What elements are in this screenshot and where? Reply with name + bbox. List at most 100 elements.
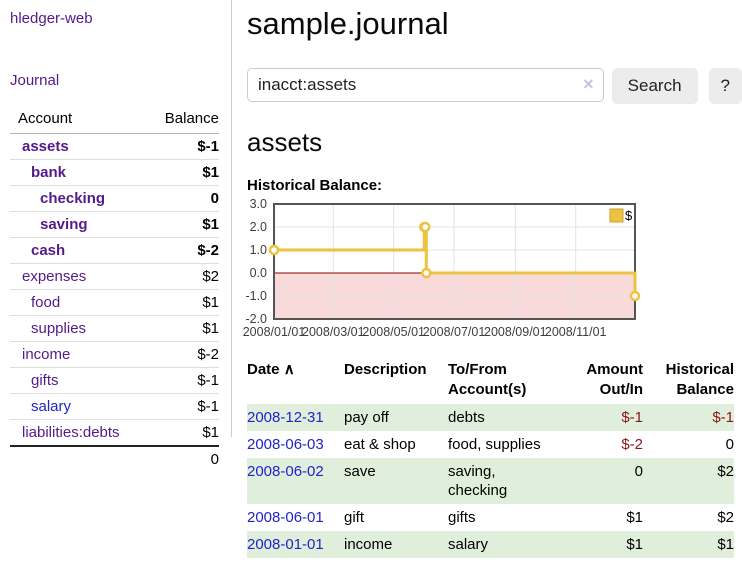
sidebar-account-link-food[interactable]: food	[31, 294, 61, 311]
account-row: bank $1	[10, 159, 219, 186]
sidebar-account-balance: $2	[149, 263, 219, 290]
sidebar-account-balance: $1	[149, 289, 219, 316]
sidebar-account-balance: $1	[149, 159, 219, 186]
transaction-date-link[interactable]: 2008-12-31	[247, 409, 324, 426]
register-row: 2008-01-01 income salary $1 $1	[247, 531, 734, 558]
app-title-link[interactable]: hledger-web	[10, 10, 93, 27]
register-amount-cell: 0	[583, 458, 643, 504]
sidebar-account-balance: $-1	[149, 393, 219, 420]
svg-text:1.0: 1.0	[250, 243, 267, 257]
register-balance-cell: 0	[725, 436, 734, 453]
register-balance-cell: $1	[643, 531, 734, 558]
account-row: cash $-2	[10, 237, 219, 264]
sidebar-account-link-liabilities-debts[interactable]: liabilities:debts	[22, 424, 120, 441]
register-description-cell: eat & shop	[344, 436, 416, 453]
balance-chart: $3.0 2.0 1.0 0.0 -1.0 -2.0 2008/01/01 2008/03/0…	[243, 197, 742, 339]
accounts-header-account: Account	[10, 107, 150, 134]
accounts-table: Account Balance assets $-1 bank $1 checking 0…	[10, 107, 219, 472]
sidebar-account-balance: $1	[149, 419, 219, 446]
accounts-table-body: assets $-1 bank $1 checking 0 saving $1 cash $-2 e…	[10, 134, 219, 446]
search-button[interactable]: Search	[611, 68, 698, 104]
main-content: sample.journal × Search ? assets Histori…	[243, 0, 742, 558]
svg-text:2.0: 2.0	[250, 220, 267, 234]
register-description-cell: save	[344, 458, 448, 504]
register-date-cell: 2008-06-02	[247, 458, 344, 504]
sidebar-account-link-expenses[interactable]: expenses	[22, 268, 87, 285]
svg-text:-1.0: -1.0	[245, 289, 267, 303]
register-description-cell: gift	[344, 509, 365, 526]
register-row: 2008-06-03 eat & shop food, supplies $-2 0	[247, 431, 734, 458]
register-balance-cell: $2	[643, 458, 734, 504]
svg-text:3.0: 3.0	[250, 197, 267, 211]
search-bar: × Search ?	[247, 68, 742, 104]
transaction-date-link[interactable]: 2008-06-01	[247, 509, 324, 526]
register-description-cell: pay off	[344, 404, 448, 431]
sidebar-account-link-cash[interactable]: cash	[31, 242, 66, 259]
account-row: food $1	[10, 289, 219, 316]
accounts-total-spacer	[10, 445, 150, 472]
search-input-wrap: ×	[247, 68, 604, 102]
accounts-total-value: 0	[149, 445, 219, 472]
transaction-date-link[interactable]: 2008-06-02	[247, 463, 324, 480]
account-heading: assets	[247, 127, 323, 157]
account-row: saving $1	[10, 211, 219, 238]
sidebar-account-balance: $1	[149, 315, 219, 342]
register-date-cell: 2008-01-01	[247, 531, 344, 558]
sidebar-account-balance: $-1	[197, 138, 219, 155]
register-row: 2008-06-02 save saving, checking 0 $2	[247, 458, 734, 504]
accounts-header-balance: Balance	[149, 107, 219, 134]
transaction-date-link[interactable]: 2008-01-01	[247, 536, 324, 553]
register-header-balance: Historical Balance	[665, 361, 734, 398]
sidebar-account-link-checking[interactable]: checking	[40, 190, 106, 207]
search-input[interactable]	[247, 68, 604, 102]
sidebar-account-link-saving[interactable]: saving	[40, 216, 88, 233]
register-header-date[interactable]: Date ∧	[247, 361, 295, 378]
clear-search-icon[interactable]: ×	[583, 74, 594, 94]
sidebar-account-balance: $-1	[149, 367, 219, 394]
register-table: Date ∧ Description To/From Account(s) Am…	[247, 354, 734, 558]
register-accounts-cell: saving, checking	[448, 458, 583, 504]
sidebar-account-link-assets[interactable]: assets	[22, 138, 69, 155]
sidebar-account-link-supplies[interactable]: supplies	[31, 320, 87, 337]
register-row: 2008-12-31 pay off debts $-1 $-1	[247, 404, 734, 431]
page-title: sample.journal	[247, 6, 449, 41]
register-accounts-cell: debts	[448, 404, 583, 431]
account-row: salary $-1	[10, 393, 219, 420]
svg-text:2008/11/01: 2008/11/01	[545, 325, 607, 339]
sidebar-account-balance: 0	[149, 185, 219, 212]
search-help-button[interactable]: ?	[708, 68, 742, 104]
account-row: expenses $2	[10, 263, 219, 290]
svg-text:$: $	[625, 208, 633, 223]
svg-text:2008/09/01: 2008/09/01	[484, 325, 547, 339]
register-accounts-cell: salary	[448, 531, 583, 558]
register-table-body: 2008-12-31 pay off debts $-1 $-1 2008-06-03 ea…	[247, 404, 734, 558]
svg-text:0.0: 0.0	[250, 266, 267, 280]
register-row: 2008-06-01 gift gifts $1 $2	[247, 504, 734, 531]
sidebar-account-balance: $-2	[149, 237, 219, 264]
register-description-cell: income	[344, 531, 448, 558]
svg-text:2008/01/01: 2008/01/01	[243, 325, 306, 339]
sidebar-account-link-income[interactable]: income	[22, 346, 71, 363]
register-amount-cell: $-2	[621, 436, 643, 453]
account-row: supplies $1	[10, 315, 219, 342]
transaction-date-link[interactable]: 2008-06-03	[247, 436, 324, 453]
register-balance-cell: $2	[717, 509, 734, 526]
register-accounts-cell: food, supplies	[448, 436, 541, 453]
sidebar-account-link-salary[interactable]: salary	[31, 398, 72, 415]
sidebar-item-journal[interactable]: Journal	[10, 72, 60, 89]
register-header-amount: Amount Out/In	[586, 361, 643, 398]
sidebar-account-link-bank[interactable]: bank	[31, 164, 67, 181]
register-header-description: Description	[344, 361, 427, 378]
svg-text:2008/07/01: 2008/07/01	[423, 325, 486, 339]
register-date-cell: 2008-06-03	[247, 431, 344, 458]
account-row: gifts $-1	[10, 367, 219, 394]
svg-text:2008/03/01: 2008/03/01	[302, 325, 365, 339]
register-header-accounts: To/From Account(s)	[448, 361, 527, 398]
sort-ascending-icon: ∧	[283, 361, 295, 378]
accounts-total-row: 0	[10, 445, 219, 472]
sidebar-account-balance: $-2	[149, 341, 219, 368]
sidebar-account-link-gifts[interactable]: gifts	[31, 372, 59, 389]
register-amount-cell: $1	[583, 531, 643, 558]
svg-text:-2.0: -2.0	[245, 312, 267, 326]
register-amount-cell: $-1	[583, 404, 643, 431]
